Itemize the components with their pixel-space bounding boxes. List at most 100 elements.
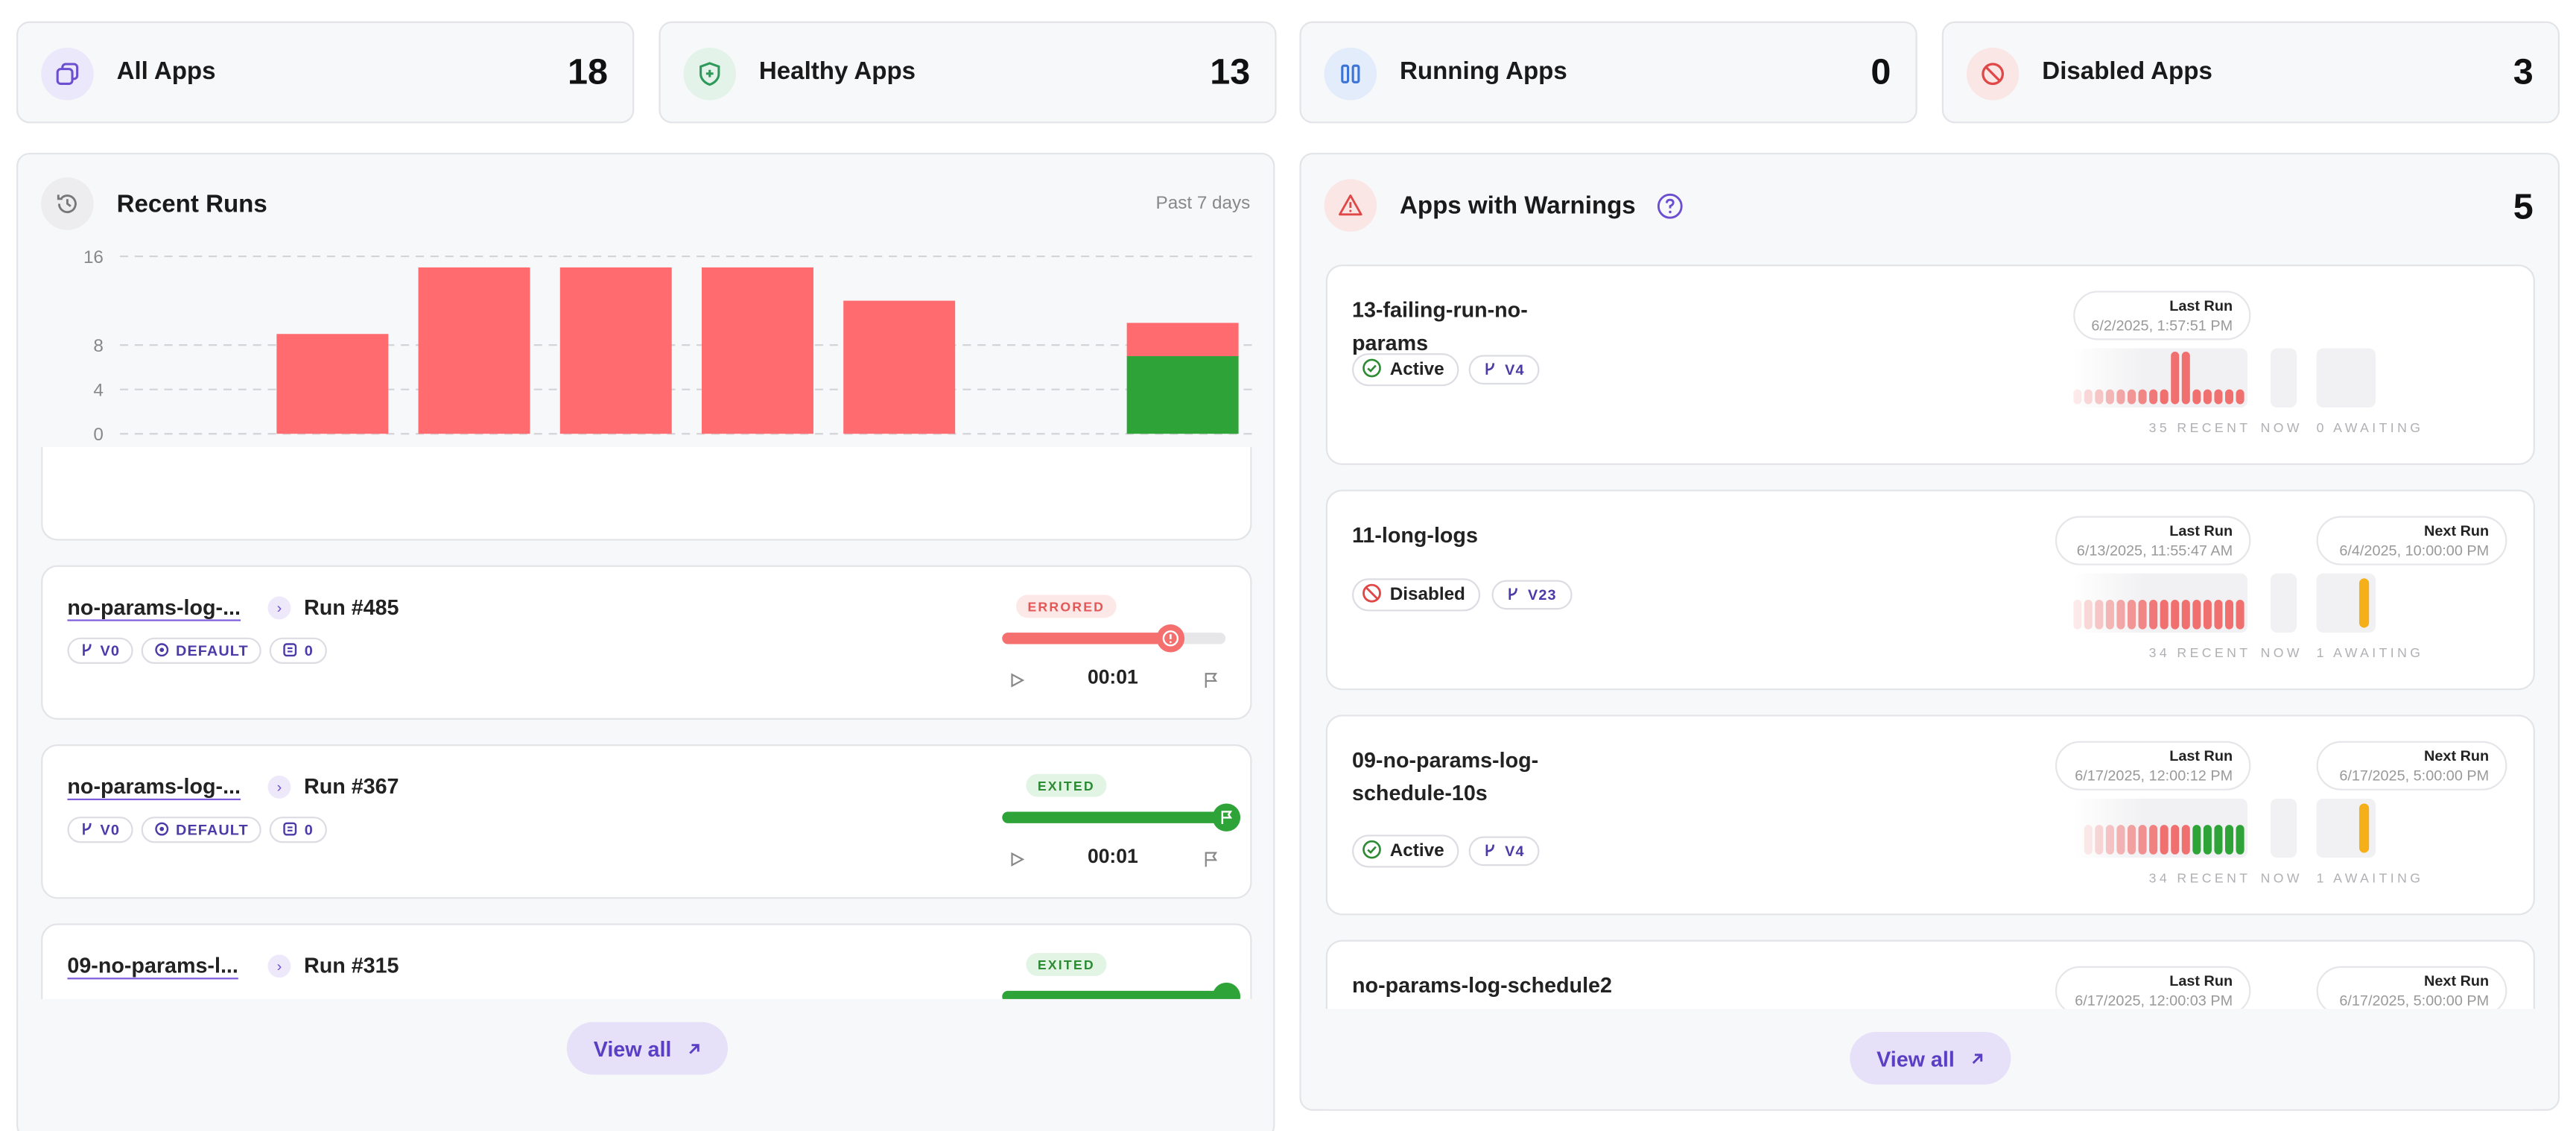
period-label: Past 7 days xyxy=(1155,194,1251,214)
view-all-runs-button[interactable]: View all xyxy=(566,1021,728,1075)
recent-label: 34 RECENT xyxy=(2148,870,2251,886)
version-tag: V4 xyxy=(1468,355,1540,385)
recent-label: 34 RECENT xyxy=(2148,645,2251,661)
history-bar xyxy=(2127,599,2136,630)
history-bar xyxy=(2084,599,2093,630)
app-name[interactable]: 09-no-params-log-schedule-10s xyxy=(1352,747,1539,805)
status-badge: EXITED xyxy=(1026,953,1107,977)
history-bar xyxy=(2105,599,2114,630)
version-tag: V0 xyxy=(67,817,133,843)
finish-flag-icon xyxy=(1212,803,1241,831)
version-tag: V0 xyxy=(67,637,133,664)
help-icon[interactable] xyxy=(1656,192,1684,229)
log-icon xyxy=(283,641,298,659)
history-icon xyxy=(41,177,94,230)
history-bar xyxy=(2203,599,2212,630)
y-tick-label: 0 xyxy=(93,425,104,445)
log-icon xyxy=(283,821,298,839)
stat-card-all-apps[interactable]: All Apps 18 xyxy=(16,21,635,124)
panel-title: Apps with Warnings xyxy=(1400,192,1636,221)
history-bar xyxy=(2181,351,2190,405)
history-bar xyxy=(2149,389,2158,405)
history-bar xyxy=(2224,599,2234,630)
awaiting-slot xyxy=(2316,348,2376,408)
app-state-badge: Active xyxy=(1352,834,1459,868)
history-bar xyxy=(2236,389,2245,405)
stat-label: Running Apps xyxy=(1400,57,1567,86)
flag-icon[interactable] xyxy=(1202,846,1219,876)
play-icon[interactable] xyxy=(1009,846,1025,876)
awaiting-slot xyxy=(2316,798,2376,858)
play-icon[interactable] xyxy=(1009,667,1025,697)
stat-card-disabled-apps[interactable]: Disabled Apps 3 xyxy=(1941,21,2560,124)
run-card[interactable]: no-params-log-... › Run #485 V0 DEFAULT … xyxy=(41,565,1252,720)
chevron-right-icon: › xyxy=(267,954,291,978)
flag-icon[interactable] xyxy=(1202,667,1219,697)
error-knob-icon xyxy=(1156,624,1185,653)
history-bar xyxy=(2095,825,2104,855)
next-run-box: Next Run 6/17/2025, 5:00:00 PM xyxy=(2316,741,2507,791)
arrow-up-right-icon xyxy=(686,1036,701,1061)
chart-bar[interactable] xyxy=(1126,323,1239,357)
history-bar xyxy=(2138,389,2147,405)
stat-value: 13 xyxy=(1210,51,1251,92)
now-slot xyxy=(2270,348,2297,408)
history-bar xyxy=(2236,825,2245,855)
run-history xyxy=(2073,798,2247,858)
history-bar xyxy=(2192,389,2201,405)
recent-label: 35 RECENT xyxy=(2148,420,2251,436)
now-label: NOW xyxy=(2260,645,2303,661)
history-bar xyxy=(2116,599,2125,630)
arrow-up-right-icon xyxy=(1970,1046,1985,1071)
history-bar xyxy=(2084,389,2093,405)
run-app-link[interactable]: no-params-log-... xyxy=(67,595,241,620)
history-bar xyxy=(2181,599,2190,630)
history-bar xyxy=(2160,825,2169,855)
history-bar xyxy=(2224,389,2234,405)
warning-app-card[interactable]: 09-no-params-log-schedule-10s Active V4 … xyxy=(1325,715,2535,916)
env-tag: DEFAULT xyxy=(141,817,262,843)
app-name[interactable]: 13-failing-run-no-params xyxy=(1352,297,1528,355)
history-bar xyxy=(2214,825,2223,855)
history-bar xyxy=(2160,389,2169,405)
chart-bar[interactable] xyxy=(559,267,672,434)
stat-card-running-apps[interactable]: Running Apps 0 xyxy=(1299,21,1917,124)
run-app-link[interactable]: 09-no-params-l... xyxy=(67,953,238,978)
run-card[interactable]: no-params-log-... › Run #367 V0 DEFAULT … xyxy=(41,744,1252,899)
branch-icon xyxy=(1483,842,1497,860)
history-bar xyxy=(2160,599,2169,630)
next-run-box: Next Run 6/17/2025, 5:00:00 PM xyxy=(2316,966,2507,1016)
target-icon xyxy=(154,641,169,659)
disabled-icon xyxy=(1966,47,2020,101)
history-bar xyxy=(2171,825,2180,855)
app-name[interactable]: no-params-log-schedule2 xyxy=(1352,972,1612,998)
history-bar xyxy=(2105,825,2114,855)
history-bar xyxy=(2171,599,2180,630)
app-name[interactable]: 11-long-logs xyxy=(1352,522,1478,548)
view-all-warnings-button[interactable]: View all xyxy=(1850,1031,2011,1085)
y-tick-label: 8 xyxy=(93,336,104,356)
awaiting-label: 0 AWAITING xyxy=(2316,420,2424,436)
chart-bar[interactable] xyxy=(276,334,389,434)
warning-app-card[interactable]: 13-failing-run-no-params Active V4 Last … xyxy=(1325,264,2535,466)
chart-bar[interactable] xyxy=(418,267,530,434)
last-run-box: Last Run 6/17/2025, 12:00:03 PM xyxy=(2055,966,2251,1016)
history-bar xyxy=(2095,389,2104,405)
chart-bar[interactable] xyxy=(1126,356,1239,434)
warning-app-card[interactable]: 11-long-logs Disabled V23 Last Run 6/13/2… xyxy=(1325,490,2535,691)
logs-tag: 0 xyxy=(270,637,327,664)
run-duration: 00:01 xyxy=(1087,665,1138,689)
stat-value: 18 xyxy=(568,51,608,92)
last-run-box: Last Run 6/17/2025, 12:00:12 PM xyxy=(2055,741,2251,791)
run-card-partial[interactable] xyxy=(41,446,1252,541)
stat-card-healthy-apps[interactable]: Healthy Apps 13 xyxy=(659,21,1277,124)
run-app-link[interactable]: no-params-log-... xyxy=(67,773,241,799)
env-tag: DEFAULT xyxy=(141,637,262,664)
disabled-icon xyxy=(1362,583,1381,607)
next-run-box: Next Run 6/4/2025, 10:00:00 PM xyxy=(2316,516,2507,566)
chart-bar[interactable] xyxy=(701,267,813,434)
history-bar xyxy=(2127,389,2136,405)
run-number: Run #367 xyxy=(303,773,399,799)
chart-bar[interactable] xyxy=(843,300,956,434)
history-bar xyxy=(2105,389,2114,405)
